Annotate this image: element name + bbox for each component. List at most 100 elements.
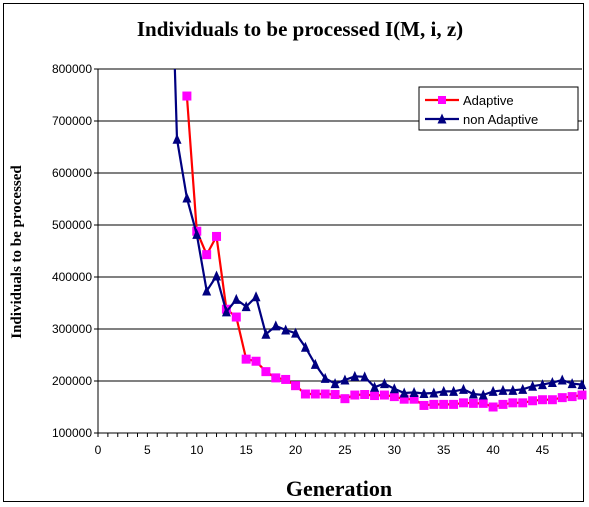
x-tick-label: 30 xyxy=(388,443,402,457)
data-point-adaptive xyxy=(528,396,538,406)
y-tick-label: 600000 xyxy=(52,166,92,180)
data-point-adaptive xyxy=(241,354,251,364)
data-point-non-adaptive xyxy=(488,385,498,396)
data-point-non-adaptive xyxy=(360,371,370,382)
legend-label-1: non Adaptive xyxy=(463,112,538,127)
data-point-adaptive xyxy=(212,231,222,241)
data-point-adaptive xyxy=(429,399,439,409)
data-point-non-adaptive xyxy=(300,341,310,352)
data-point-adaptive xyxy=(449,399,459,409)
x-tick-label: 35 xyxy=(437,443,451,457)
data-point-non-adaptive xyxy=(478,389,488,400)
y-tick-label: 200000 xyxy=(52,374,92,388)
data-point-non-adaptive xyxy=(537,379,547,390)
data-point-non-adaptive xyxy=(379,378,389,389)
data-point-adaptive xyxy=(557,393,567,403)
x-tick-label: 25 xyxy=(338,443,352,457)
data-point-non-adaptive xyxy=(251,291,261,302)
data-point-non-adaptive xyxy=(340,374,350,385)
data-point-non-adaptive xyxy=(202,285,212,296)
x-axis-title: Generation xyxy=(286,476,392,501)
data-point-non-adaptive xyxy=(429,387,439,398)
data-point-adaptive xyxy=(478,398,488,408)
data-point-adaptive xyxy=(340,394,350,404)
data-point-adaptive xyxy=(261,367,271,377)
legend-box xyxy=(418,86,579,131)
x-tick-label: 5 xyxy=(144,443,151,457)
data-point-non-adaptive xyxy=(221,306,231,317)
chart-title: Individuals to be processed I(M, i, z) xyxy=(137,17,463,41)
y-tick-label: 400000 xyxy=(52,270,92,284)
data-point-non-adaptive xyxy=(241,301,251,312)
data-point-adaptive xyxy=(300,389,310,399)
data-point-adaptive xyxy=(202,250,212,260)
x-tick-label: 10 xyxy=(190,443,204,457)
data-point-non-adaptive xyxy=(310,358,320,369)
data-point-non-adaptive xyxy=(389,383,399,394)
data-point-adaptive xyxy=(281,374,291,384)
data-point-non-adaptive xyxy=(547,377,557,388)
x-tick-label: 15 xyxy=(239,443,253,457)
data-point-non-adaptive xyxy=(458,383,468,394)
data-point-non-adaptive xyxy=(182,192,192,203)
legend: Adaptive non Adaptive xyxy=(418,86,579,131)
data-point-non-adaptive xyxy=(577,379,587,390)
data-point-non-adaptive xyxy=(449,385,459,396)
data-point-adaptive xyxy=(508,398,518,408)
data-point-adaptive xyxy=(182,91,192,101)
data-point-adaptive xyxy=(251,356,261,366)
data-point-non-adaptive xyxy=(498,384,508,395)
data-point-adaptive xyxy=(330,390,340,400)
data-point-non-adaptive xyxy=(320,372,330,383)
data-point-non-adaptive xyxy=(518,383,528,394)
data-point-non-adaptive xyxy=(261,328,271,339)
data-point-non-adaptive xyxy=(528,380,538,391)
data-point-adaptive xyxy=(379,390,389,400)
data-point-adaptive xyxy=(271,373,281,383)
legend-label-0: Adaptive xyxy=(463,93,514,108)
x-tick-label: 0 xyxy=(95,443,102,457)
data-point-non-adaptive xyxy=(409,386,419,397)
y-tick-label: 500000 xyxy=(52,218,92,232)
data-point-non-adaptive xyxy=(281,324,291,335)
data-point-adaptive xyxy=(350,390,360,400)
data-point-non-adaptive xyxy=(350,370,360,381)
x-tick-label: 20 xyxy=(289,443,303,457)
data-point-non-adaptive xyxy=(192,228,202,239)
y-tick-label: 700000 xyxy=(52,114,92,128)
data-point-adaptive xyxy=(370,391,380,401)
data-point-adaptive xyxy=(389,392,399,402)
data-point-non-adaptive xyxy=(271,320,281,331)
data-point-adaptive xyxy=(537,395,547,405)
y-axis-title: Individuals to be processed xyxy=(9,165,25,339)
y-tick-label: 300000 xyxy=(52,322,92,336)
data-point-non-adaptive xyxy=(231,293,241,304)
data-point-non-adaptive xyxy=(212,270,222,281)
data-point-non-adaptive xyxy=(370,381,380,392)
data-point-adaptive xyxy=(320,389,330,399)
data-point-adaptive xyxy=(458,398,468,408)
data-point-adaptive xyxy=(419,400,429,410)
data-point-adaptive xyxy=(518,398,528,408)
data-point-adaptive xyxy=(360,390,370,400)
data-point-adaptive xyxy=(439,399,449,409)
legend-marker-1 xyxy=(437,113,447,124)
data-point-adaptive xyxy=(577,390,587,400)
x-tick-label: 45 xyxy=(536,443,550,457)
data-point-adaptive xyxy=(567,392,577,402)
y-tick-label: 800000 xyxy=(52,62,92,76)
y-tick-label: 100000 xyxy=(52,426,92,440)
data-point-adaptive xyxy=(488,402,498,412)
data-point-non-adaptive xyxy=(557,374,567,385)
data-point-adaptive xyxy=(291,381,301,391)
data-point-adaptive xyxy=(498,399,508,409)
data-point-non-adaptive xyxy=(172,133,182,144)
data-point-adaptive xyxy=(547,395,557,405)
data-point-non-adaptive xyxy=(399,387,409,398)
data-point-adaptive xyxy=(468,398,478,408)
data-point-non-adaptive xyxy=(567,378,577,389)
data-point-non-adaptive xyxy=(439,385,449,396)
legend-marker-0 xyxy=(438,96,446,104)
data-point-non-adaptive xyxy=(291,327,301,338)
